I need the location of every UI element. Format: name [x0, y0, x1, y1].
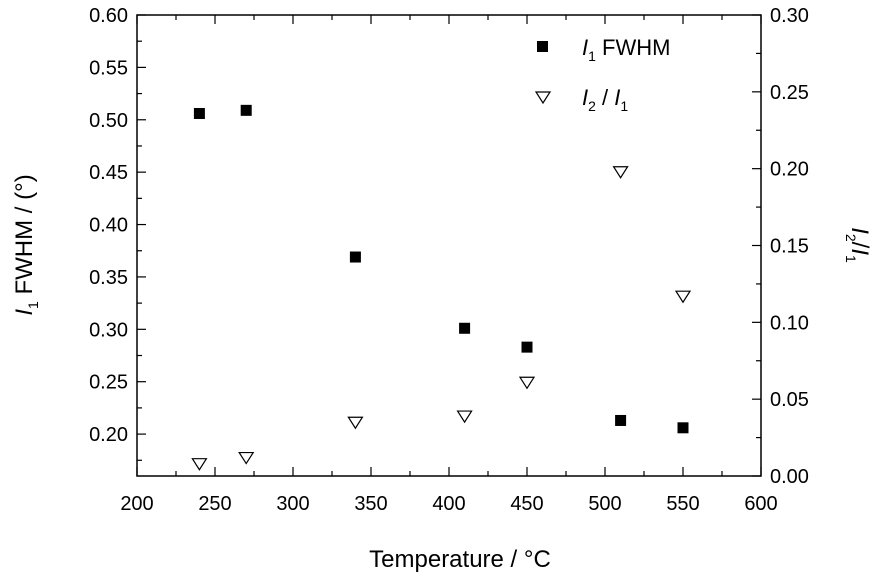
y-right-axis-title: I2/I1 [843, 227, 873, 263]
y-left-tick-label: 0.25 [89, 372, 128, 394]
y-right-tick-label: 0.10 [770, 312, 809, 334]
y-right-tick-label: 0.20 [770, 159, 809, 181]
y-left-tick-label: 0.35 [89, 267, 128, 289]
x-tick-label: 200 [120, 493, 153, 515]
y-right-tick-label: 0.05 [770, 389, 809, 411]
y-left-tick-label: 0.40 [89, 215, 128, 237]
plot-frame [136, 14, 762, 477]
ratio-data-point [612, 166, 629, 179]
x-tick-label: 350 [354, 493, 387, 515]
x-tick-label: 600 [744, 493, 777, 515]
x-axis-ticks: 200 250 300 350 400 450 500 550 600 [120, 15, 778, 515]
fwhm-data-point [193, 107, 205, 119]
fwhm-data-point [615, 414, 627, 426]
y-right-tick-label: 0.30 [770, 5, 809, 27]
x-tick-label: 450 [510, 493, 543, 515]
x-tick-label: 300 [276, 493, 309, 515]
y-left-tick-label: 0.60 [89, 5, 128, 27]
ratio-data-point [347, 416, 364, 430]
x-tick-label: 250 [198, 493, 231, 515]
ratio-data-point [191, 458, 208, 471]
legend: I1 FWHM I2 / I1 [534, 35, 670, 114]
fwhm-data-point [521, 341, 533, 353]
fwhm-data-point [459, 322, 471, 334]
legend-marker-square [537, 41, 548, 52]
legend-marker-triangle [534, 91, 552, 105]
y-left-tick-label: 0.45 [89, 162, 128, 184]
ratio-data-point [674, 290, 692, 304]
x-axis-title: Temperature / °C [369, 546, 551, 573]
data-markers [191, 104, 692, 471]
fwhm-data-point [240, 104, 252, 116]
y-left-tick-label: 0.20 [89, 424, 128, 446]
y-left-axis-title: I1 FWHM / (°) [11, 174, 41, 315]
y-right-tick-label: 0.15 [770, 236, 809, 258]
legend-label-ratio: I2 / I1 [582, 85, 628, 114]
y-left-axis-ticks: 0.20 0.25 0.30 0.35 0.40 0.45 0.50 0.55 0.60 [89, 5, 146, 461]
x-tick-label: 550 [666, 493, 699, 515]
legend-label-fwhm: I1 FWHM [582, 35, 670, 64]
ratio-data-point [238, 451, 255, 465]
x-tick-label: 400 [432, 493, 465, 515]
y-right-tick-label: 0.25 [770, 82, 809, 104]
ratio-data-point [456, 410, 473, 424]
ratio-data-point [518, 376, 536, 390]
fwhm-data-point [677, 422, 689, 434]
y-left-tick-label: 0.55 [89, 57, 128, 79]
fwhm-data-point [349, 251, 361, 263]
x-tick-label: 500 [588, 493, 621, 515]
y-right-tick-label: 0.00 [770, 466, 809, 488]
y-left-tick-label: 0.50 [89, 110, 128, 132]
y-right-axis-ticks: 0.00 0.05 0.10 0.15 0.20 0.25 0.30 [752, 5, 809, 488]
y-left-tick-label: 0.30 [89, 319, 128, 341]
